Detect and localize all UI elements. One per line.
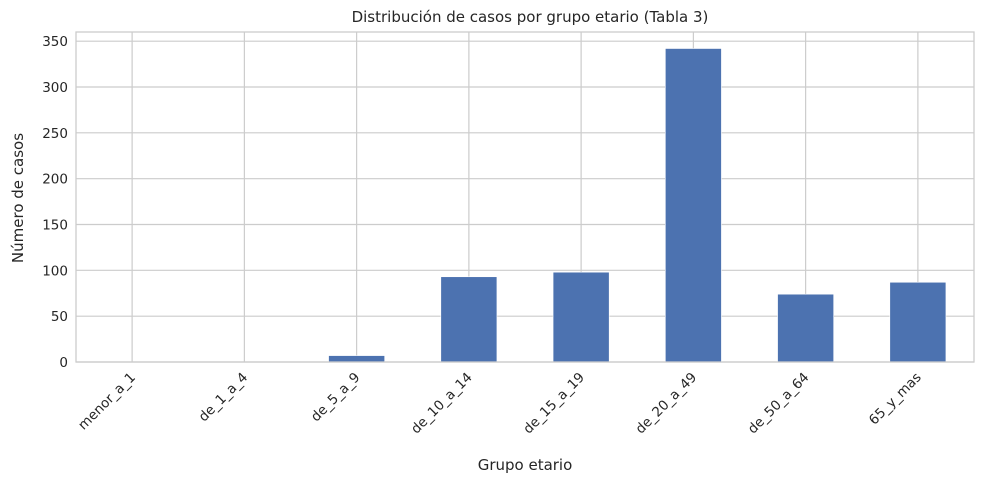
x-tick-label: de_15_a_19	[520, 370, 588, 438]
x-tick-label: de_50_a_64	[745, 370, 813, 438]
y-tick-label: 100	[42, 263, 68, 279]
y-tick-label: 350	[42, 34, 68, 50]
x-tick-label: 65_y_mas	[866, 370, 925, 429]
x-tick-label: de_10_a_14	[408, 370, 476, 438]
y-tick-label: 250	[42, 126, 68, 142]
x-tick-label: menor_a_1	[75, 370, 139, 434]
y-tick-labels: 0 50 100 150 200 250 300 350	[42, 34, 68, 371]
x-tick-labels: menor_a_1 de_1_a_4 de_5_a_9 de_10_a_14 de_15…	[75, 370, 925, 438]
chart-title: Distribución de casos por grupo etario (…	[352, 8, 709, 26]
grid-lines	[76, 32, 974, 363]
plot-frame	[75, 31, 975, 363]
bar-65_y_mas	[889, 281, 947, 363]
bars	[328, 48, 947, 363]
y-tick-label: 150	[42, 218, 68, 234]
x-tick-label: de_20_a_49	[632, 370, 700, 438]
bar-de_50_a_64	[777, 293, 834, 363]
bar-de_20_a_49	[665, 48, 722, 363]
y-tick-label: 300	[42, 80, 68, 96]
y-tick-label: 50	[51, 309, 68, 325]
y-tick-label: 0	[59, 355, 68, 371]
bar-de_10_a_14	[440, 276, 498, 363]
y-tick-label: 200	[42, 172, 68, 188]
bar-de_15_a_19	[552, 271, 610, 363]
bar-de_5_a_9	[328, 355, 385, 363]
x-axis-label: Grupo etario	[478, 456, 573, 474]
y-axis-label: Número de casos	[9, 133, 27, 263]
x-tick-label: de_1_a_4	[196, 370, 252, 426]
x-tick-label: de_5_a_9	[308, 370, 364, 426]
